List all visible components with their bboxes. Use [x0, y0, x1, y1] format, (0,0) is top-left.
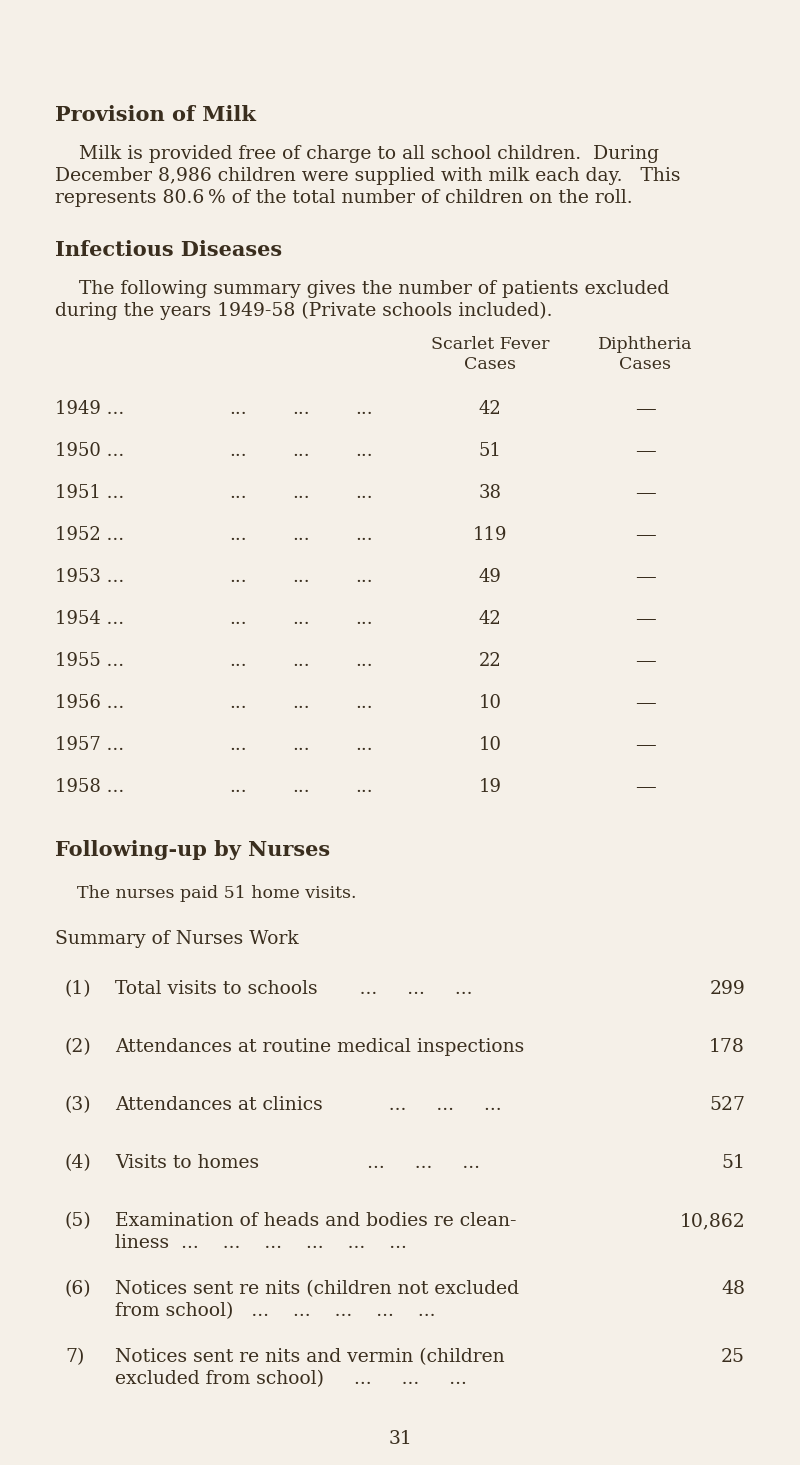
Text: Diphtheria: Diphtheria [598, 335, 692, 353]
Text: ...: ... [229, 652, 247, 670]
Text: ...: ... [355, 778, 373, 795]
Text: Attendances at clinics           ...     ...     ...: Attendances at clinics ... ... ... [115, 1096, 502, 1113]
Text: —: — [634, 442, 655, 461]
Text: 1952 ...: 1952 ... [55, 526, 124, 544]
Text: ...: ... [355, 400, 373, 418]
Text: 51: 51 [721, 1154, 745, 1172]
Text: ...: ... [229, 400, 247, 418]
Text: 51: 51 [478, 442, 502, 460]
Text: ...: ... [355, 652, 373, 670]
Text: during the years 1949-58 (Private schools included).: during the years 1949-58 (Private school… [55, 302, 553, 321]
Text: 49: 49 [478, 568, 502, 586]
Text: ...: ... [292, 400, 310, 418]
Text: The following summary gives the number of patients excluded: The following summary gives the number o… [55, 280, 670, 297]
Text: 527: 527 [709, 1096, 745, 1113]
Text: (1): (1) [65, 980, 92, 998]
Text: ...: ... [355, 483, 373, 502]
Text: ...: ... [355, 735, 373, 754]
Text: December 8,986 children were supplied with milk each day.   This: December 8,986 children were supplied wi… [55, 167, 681, 185]
Text: 7): 7) [65, 1348, 84, 1365]
Text: ...: ... [355, 442, 373, 460]
Text: Notices sent re nits and vermin (children: Notices sent re nits and vermin (childre… [115, 1348, 505, 1365]
Text: ...: ... [355, 568, 373, 586]
Text: 1956 ...: 1956 ... [55, 694, 124, 712]
Text: Scarlet Fever: Scarlet Fever [430, 335, 550, 353]
Text: —: — [634, 694, 655, 713]
Text: ...: ... [229, 483, 247, 502]
Text: 42: 42 [478, 609, 502, 628]
Text: ...: ... [292, 483, 310, 502]
Text: liness  ...    ...    ...    ...    ...    ...: liness ... ... ... ... ... ... [115, 1234, 407, 1253]
Text: The nurses paid 51 home visits.: The nurses paid 51 home visits. [55, 885, 357, 902]
Text: ...: ... [229, 609, 247, 628]
Text: 1955 ...: 1955 ... [55, 652, 124, 670]
Text: ...: ... [292, 778, 310, 795]
Text: 19: 19 [478, 778, 502, 795]
Text: represents 80.6 % of the total number of children on the roll.: represents 80.6 % of the total number of… [55, 189, 633, 207]
Text: ...: ... [292, 526, 310, 544]
Text: 1950 ...: 1950 ... [55, 442, 124, 460]
Text: —: — [634, 483, 655, 502]
Text: Summary of Nurses Work: Summary of Nurses Work [55, 930, 298, 948]
Text: —: — [634, 652, 655, 671]
Text: 10,862: 10,862 [679, 1212, 745, 1231]
Text: Cases: Cases [464, 356, 516, 374]
Text: 25: 25 [721, 1348, 745, 1365]
Text: 10: 10 [478, 694, 502, 712]
Text: Provision of Milk: Provision of Milk [55, 105, 256, 125]
Text: —: — [634, 609, 655, 628]
Text: Total visits to schools       ...     ...     ...: Total visits to schools ... ... ... [115, 980, 473, 998]
Text: Examination of heads and bodies re clean-: Examination of heads and bodies re clean… [115, 1212, 517, 1231]
Text: 31: 31 [388, 1430, 412, 1447]
Text: (5): (5) [65, 1212, 92, 1231]
Text: ...: ... [229, 568, 247, 586]
Text: (6): (6) [65, 1280, 92, 1298]
Text: 38: 38 [478, 483, 502, 502]
Text: ...: ... [292, 694, 310, 712]
Text: ...: ... [292, 609, 310, 628]
Text: 1953 ...: 1953 ... [55, 568, 124, 586]
Text: ...: ... [229, 442, 247, 460]
Text: ...: ... [229, 526, 247, 544]
Text: ...: ... [292, 735, 310, 754]
Text: 1951 ...: 1951 ... [55, 483, 124, 502]
Text: —: — [634, 400, 655, 419]
Text: from school)   ...    ...    ...    ...    ...: from school) ... ... ... ... ... [115, 1302, 435, 1320]
Text: ...: ... [355, 609, 373, 628]
Text: ...: ... [292, 652, 310, 670]
Text: 1957 ...: 1957 ... [55, 735, 124, 754]
Text: (2): (2) [65, 1039, 92, 1056]
Text: —: — [634, 526, 655, 545]
Text: 48: 48 [721, 1280, 745, 1298]
Text: —: — [634, 735, 655, 754]
Text: Cases: Cases [619, 356, 671, 374]
Text: Notices sent re nits (children not excluded: Notices sent re nits (children not exclu… [115, 1280, 519, 1298]
Text: ...: ... [229, 735, 247, 754]
Text: Milk is provided free of charge to all school children.  During: Milk is provided free of charge to all s… [55, 145, 659, 163]
Text: ...: ... [292, 568, 310, 586]
Text: 10: 10 [478, 735, 502, 754]
Text: Attendances at routine medical inspections: Attendances at routine medical inspectio… [115, 1039, 524, 1056]
Text: ...: ... [355, 694, 373, 712]
Text: excluded from school)     ...     ...     ...: excluded from school) ... ... ... [115, 1370, 467, 1387]
Text: 299: 299 [710, 980, 745, 998]
Text: (4): (4) [65, 1154, 92, 1172]
Text: Following-up by Nurses: Following-up by Nurses [55, 839, 330, 860]
Text: Visits to homes                  ...     ...     ...: Visits to homes ... ... ... [115, 1154, 480, 1172]
Text: —: — [634, 778, 655, 797]
Text: 119: 119 [473, 526, 507, 544]
Text: 42: 42 [478, 400, 502, 418]
Text: 22: 22 [478, 652, 502, 670]
Text: —: — [634, 568, 655, 587]
Text: 1949 ...: 1949 ... [55, 400, 124, 418]
Text: ...: ... [229, 778, 247, 795]
Text: Infectious Diseases: Infectious Diseases [55, 240, 282, 259]
Text: ...: ... [229, 694, 247, 712]
Text: ...: ... [292, 442, 310, 460]
Text: 178: 178 [709, 1039, 745, 1056]
Text: 1954 ...: 1954 ... [55, 609, 124, 628]
Text: 1958 ...: 1958 ... [55, 778, 124, 795]
Text: (3): (3) [65, 1096, 92, 1113]
Text: ...: ... [355, 526, 373, 544]
